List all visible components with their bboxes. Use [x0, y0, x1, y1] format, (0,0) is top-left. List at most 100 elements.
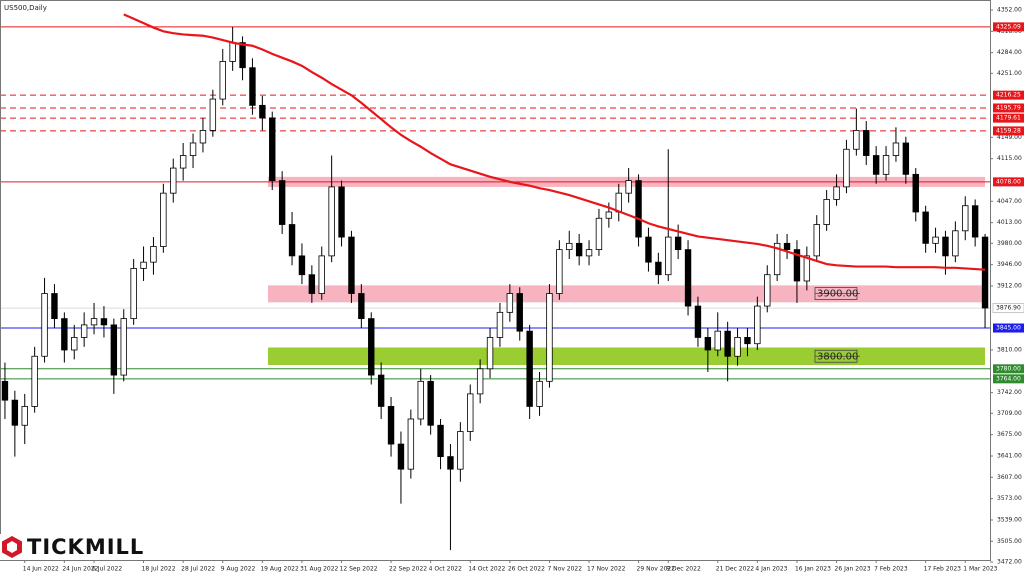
zone-label-box [814, 349, 858, 363]
x-tick-label: 17 Nov 2022 [587, 566, 626, 573]
candle-body [506, 293, 514, 313]
candle-body [90, 318, 98, 326]
x-tick-label: 17 Feb 2023 [924, 566, 962, 573]
zone-label: 3800.00 [817, 351, 858, 362]
level-label: 4159.28 [996, 127, 1021, 134]
candle-body [278, 180, 286, 225]
level-label: 4078.00 [996, 178, 1021, 185]
candle-body [882, 155, 890, 175]
candle-body [407, 418, 415, 470]
level-label-box [993, 90, 1024, 100]
candle-body [516, 293, 523, 332]
candle-body [199, 130, 207, 144]
candle-body [298, 255, 306, 276]
y-tick-label: 4115.00 [997, 155, 1022, 162]
candle-body [358, 293, 365, 320]
candle-body [932, 236, 939, 244]
zone-label: 3900.00 [817, 289, 858, 300]
level-label-box [993, 22, 1024, 32]
plot-border [0, 0, 991, 561]
zone [268, 347, 985, 366]
y-axis: 4352.004318.004284.004251.004149.004115.… [990, 7, 1024, 566]
zone-label-box [814, 287, 858, 300]
candle-body [754, 305, 761, 345]
x-tick-label: 24 Jun 2022 [62, 566, 98, 573]
x-tick-label: 19 Aug 2022 [260, 566, 299, 573]
x-tick-label: 7 Nov 2022 [547, 566, 582, 573]
x-tick-label: 6 Jul 2022 [92, 566, 122, 573]
level-label: 4216.25 [996, 92, 1021, 99]
candle-body [645, 236, 652, 263]
brand-name: TICKMILL [27, 535, 144, 559]
candle-body [793, 249, 801, 282]
x-tick-label: 12 Sep 2022 [340, 566, 378, 573]
candle-body [209, 98, 217, 131]
candle-body [140, 261, 147, 269]
zone [268, 285, 985, 303]
candle-body [377, 374, 385, 407]
y-tick-label: 3539.00 [997, 516, 1022, 523]
level-label: 3845.00 [996, 325, 1021, 332]
y-tick-label: 3573.00 [997, 495, 1022, 502]
x-tick-label: 9 Aug 2022 [221, 566, 256, 573]
candle-body [714, 330, 721, 351]
candle-body [457, 431, 464, 470]
x-tick-label: 1 Mar 2023 [963, 566, 997, 573]
candle-body [170, 167, 177, 194]
level-label: 3780.00 [996, 365, 1021, 372]
candle-body [486, 337, 494, 370]
logo-icon-inner [7, 541, 17, 553]
x-tick-label: 9 Dec 2022 [666, 566, 701, 573]
candle-body [229, 42, 236, 62]
y-tick-label: 3641.00 [997, 452, 1022, 459]
candle-body [160, 192, 167, 247]
candle-body [674, 236, 682, 251]
level-label: 3764.00 [996, 375, 1021, 382]
last-price-box [992, 303, 1024, 314]
candle-body [496, 311, 504, 338]
y-tick-label: 4149.00 [997, 134, 1022, 141]
logo: TICKMILL [0, 534, 144, 560]
x-tick-label: 18 Jul 2022 [142, 566, 176, 573]
candle-body [764, 274, 771, 307]
candle-body [575, 242, 583, 257]
x-tick-label: 28 Jul 2022 [181, 566, 215, 573]
candle-body [130, 268, 137, 320]
candle-body [892, 142, 900, 156]
candle-body [368, 318, 375, 376]
level-label-box [993, 364, 1024, 374]
y-tick-label: 4352.00 [997, 7, 1022, 14]
y-tick-label: 3472.00 [997, 559, 1022, 566]
candle-body [288, 224, 296, 257]
y-tick-label: 3810.00 [997, 346, 1022, 353]
level-label: 4195.79 [996, 104, 1021, 111]
y-tick-label: 4013.00 [997, 219, 1022, 226]
candle-body [447, 456, 454, 470]
level-label: 4179.61 [996, 115, 1021, 122]
candle-body [80, 324, 88, 338]
candle-body [615, 192, 622, 213]
candle-body [595, 217, 603, 251]
candle-body [724, 330, 731, 357]
candle-body [11, 399, 19, 426]
candle-body [823, 199, 830, 225]
x-tick-label: 26 Jan 2023 [835, 566, 871, 573]
candle-body [387, 406, 395, 445]
x-tick-label: 4 Jan 2023 [755, 566, 787, 573]
x-tick-label: 7 Feb 2023 [874, 566, 908, 573]
candle-body [665, 236, 672, 276]
candle-body [833, 186, 840, 200]
x-tick-label: 31 Aug 2022 [300, 566, 339, 573]
level-label-box [993, 103, 1024, 113]
level-label-box [993, 177, 1024, 187]
candle-body [120, 318, 127, 376]
candle-body [467, 393, 474, 432]
level-label: 4325.09 [996, 23, 1021, 30]
candle-body [328, 186, 335, 257]
candle-body [61, 318, 68, 351]
candle-body [744, 337, 751, 345]
candle-body [912, 173, 919, 213]
candle-body [566, 242, 573, 251]
x-tick-label: 29 Nov 2022 [637, 566, 676, 573]
